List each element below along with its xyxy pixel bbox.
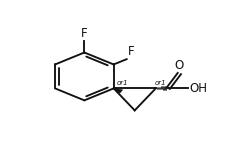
Text: or1: or1 [116,80,128,86]
Text: F: F [81,27,88,40]
Text: O: O [175,59,184,72]
Polygon shape [113,88,123,93]
Text: F: F [128,45,135,58]
Text: or1: or1 [155,80,166,86]
Text: OH: OH [189,82,207,95]
